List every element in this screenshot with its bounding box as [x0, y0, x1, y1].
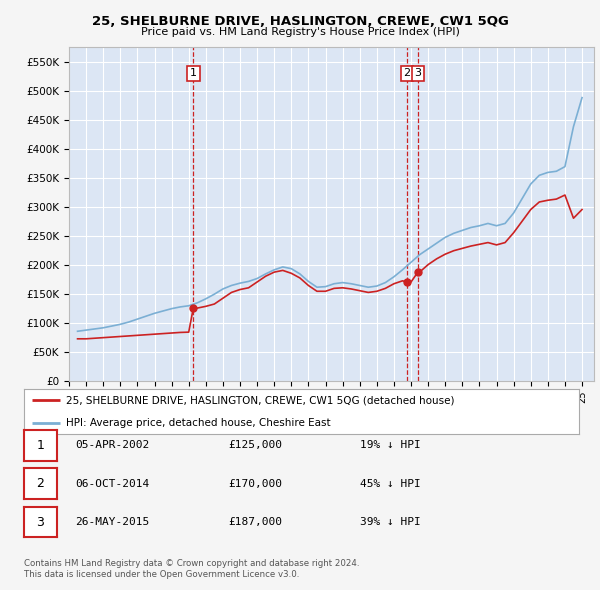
Text: Price paid vs. HM Land Registry's House Price Index (HPI): Price paid vs. HM Land Registry's House … [140, 27, 460, 37]
Text: This data is licensed under the Open Government Licence v3.0.: This data is licensed under the Open Gov… [24, 571, 299, 579]
Text: £125,000: £125,000 [228, 441, 282, 450]
Text: 2: 2 [404, 68, 410, 78]
Text: 2: 2 [37, 477, 44, 490]
Text: Contains HM Land Registry data © Crown copyright and database right 2024.: Contains HM Land Registry data © Crown c… [24, 559, 359, 568]
Text: 45% ↓ HPI: 45% ↓ HPI [360, 479, 421, 489]
Text: 3: 3 [37, 516, 44, 529]
Text: £170,000: £170,000 [228, 479, 282, 489]
Text: 39% ↓ HPI: 39% ↓ HPI [360, 517, 421, 527]
Text: 25, SHELBURNE DRIVE, HASLINGTON, CREWE, CW1 5QG: 25, SHELBURNE DRIVE, HASLINGTON, CREWE, … [92, 15, 508, 28]
Text: 3: 3 [415, 68, 421, 78]
Text: 1: 1 [190, 68, 197, 78]
Text: 06-OCT-2014: 06-OCT-2014 [75, 479, 149, 489]
Text: 05-APR-2002: 05-APR-2002 [75, 441, 149, 450]
Text: 26-MAY-2015: 26-MAY-2015 [75, 517, 149, 527]
Text: 19% ↓ HPI: 19% ↓ HPI [360, 441, 421, 450]
Text: HPI: Average price, detached house, Cheshire East: HPI: Average price, detached house, Ches… [65, 418, 330, 428]
Text: £187,000: £187,000 [228, 517, 282, 527]
Text: 1: 1 [37, 439, 44, 452]
Text: 25, SHELBURNE DRIVE, HASLINGTON, CREWE, CW1 5QG (detached house): 25, SHELBURNE DRIVE, HASLINGTON, CREWE, … [65, 395, 454, 405]
